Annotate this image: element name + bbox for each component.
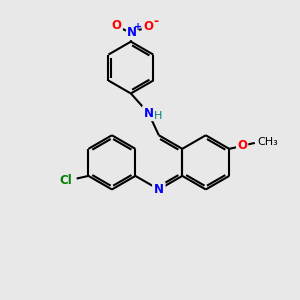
- Text: N: N: [127, 26, 137, 39]
- Text: H: H: [154, 110, 162, 121]
- Text: -: -: [153, 15, 158, 28]
- Text: O: O: [237, 139, 247, 152]
- Text: Cl: Cl: [59, 173, 72, 187]
- Text: N: N: [143, 107, 154, 120]
- Text: O: O: [143, 20, 153, 33]
- Text: CH₃: CH₃: [258, 137, 278, 147]
- Text: O: O: [112, 19, 122, 32]
- Text: N: N: [154, 183, 164, 196]
- Text: +: +: [134, 22, 142, 32]
